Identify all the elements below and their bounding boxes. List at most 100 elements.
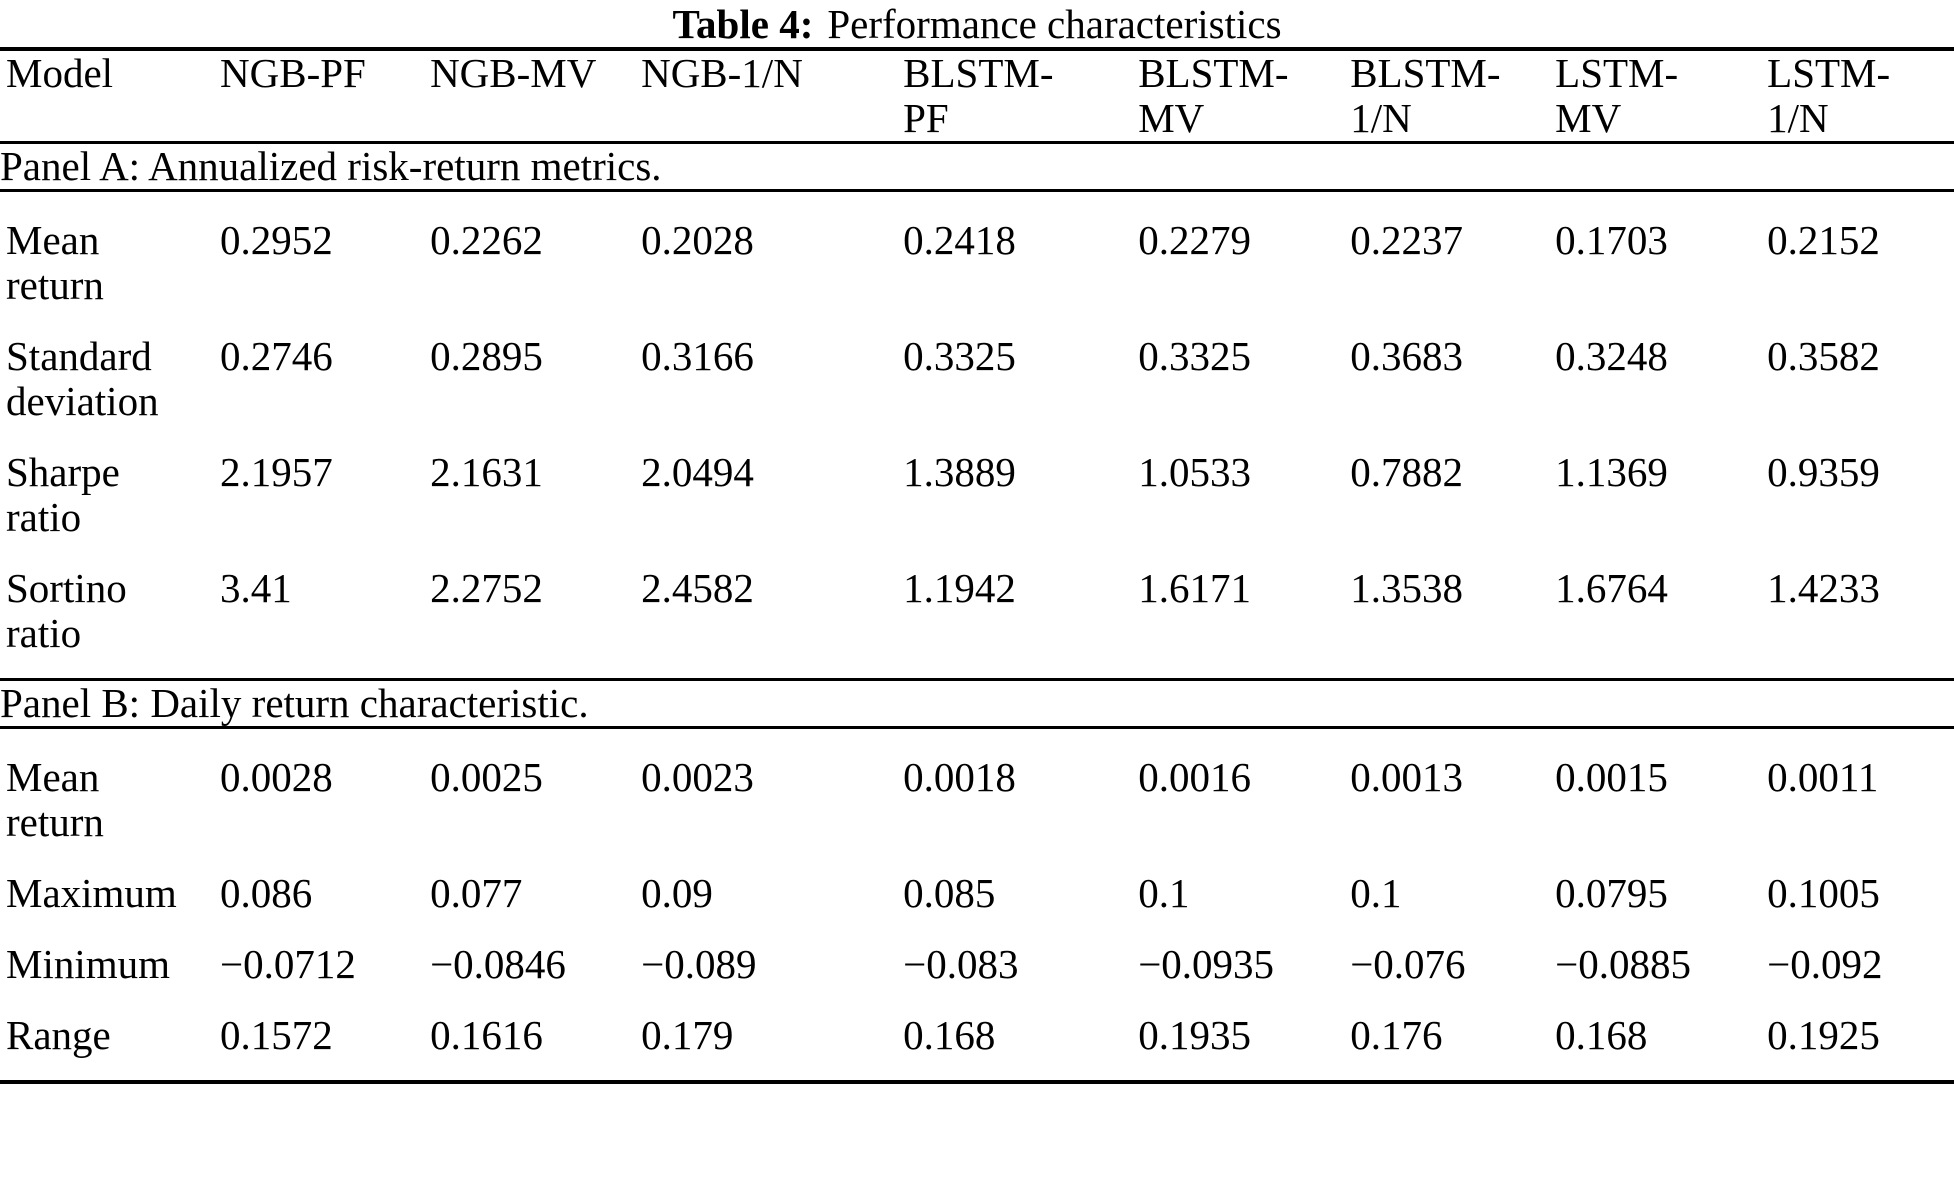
cell-value: −0.092 xyxy=(1767,941,1883,987)
table-row: Mean return 0.0028 0.0025 0.0023 0.0018 0.001… xyxy=(0,728,1954,846)
cell-value: 0.2418 xyxy=(903,217,1016,263)
table-row: Maximum 0.086 0.077 0.09 0.085 0.1 0.1 0.0795 0.… xyxy=(0,845,1954,916)
cell-value: 0.0795 xyxy=(1555,870,1668,916)
cell-value: 0.0015 xyxy=(1555,754,1668,800)
row-label: Sharpe ratio xyxy=(6,449,120,540)
cell-value: 0.168 xyxy=(1555,1012,1648,1058)
column-header: NGB-1/N xyxy=(641,50,803,96)
cell-value: 0.077 xyxy=(430,870,523,916)
cell-value: 2.0494 xyxy=(641,449,754,495)
cell-value: 0.1703 xyxy=(1555,217,1668,263)
cell-value: 0.1005 xyxy=(1767,870,1880,916)
cell-value: 0.3325 xyxy=(903,333,1016,379)
cell-value: 1.6171 xyxy=(1138,565,1251,611)
cell-value: 0.2952 xyxy=(220,217,333,263)
cell-value: 0.7882 xyxy=(1350,449,1463,495)
cell-value: 0.0025 xyxy=(430,754,543,800)
cell-value: −0.0935 xyxy=(1138,941,1275,987)
cell-value: 0.3248 xyxy=(1555,333,1668,379)
cell-value: 0.1935 xyxy=(1138,1012,1251,1058)
cell-value: 0.2895 xyxy=(430,333,543,379)
panel-heading-row: Panel B: Daily return characteristic. xyxy=(0,679,1954,728)
cell-value: 2.4582 xyxy=(641,565,754,611)
cell-value: −0.0712 xyxy=(220,941,356,987)
cell-value: 0.0016 xyxy=(1138,754,1251,800)
table-caption-title: Performance characteristics xyxy=(827,1,1282,47)
row-label: Mean return xyxy=(6,754,104,845)
cell-value: 0.2279 xyxy=(1138,217,1251,263)
cell-value: 0.9359 xyxy=(1767,449,1880,495)
row-label: Minimum xyxy=(6,941,171,987)
row-label: Sortino ratio xyxy=(6,565,127,656)
cell-value: −0.0846 xyxy=(430,941,566,987)
cell-value: 0.2028 xyxy=(641,217,754,263)
table-header: Model NGB-PF NGB-MV NGB-1/N BLSTM- PF BLSTM- … xyxy=(0,49,1954,143)
table-row: Sharpe ratio 2.1957 2.1631 2.0494 1.3889 1.05… xyxy=(0,424,1954,540)
column-header: BLSTM- PF xyxy=(903,50,1054,141)
cell-value: 0.168 xyxy=(903,1012,996,1058)
table-row: Mean return 0.2952 0.2262 0.2028 0.2418 0.227… xyxy=(0,191,1954,309)
cell-value: 0.1925 xyxy=(1767,1012,1880,1058)
cell-value: 0.3325 xyxy=(1138,333,1251,379)
cell-value: 2.1631 xyxy=(430,449,543,495)
panel-heading: Panel B: Daily return characteristic. xyxy=(0,680,589,726)
cell-value: 0.1 xyxy=(1350,870,1402,916)
table-row: Sortino ratio 3.41 2.2752 2.4582 1.1942 1.617… xyxy=(0,540,1954,680)
cell-value: 0.2237 xyxy=(1350,217,1463,263)
cell-value: 0.2152 xyxy=(1767,217,1880,263)
cell-value: 0.1572 xyxy=(220,1012,333,1058)
panel-heading-row: Panel A: Annualized risk-return metrics. xyxy=(0,143,1954,191)
cell-value: 0.3582 xyxy=(1767,333,1880,379)
row-label: Mean return xyxy=(6,217,104,308)
cell-value: 0.2262 xyxy=(430,217,543,263)
cell-value: 0.0023 xyxy=(641,754,754,800)
cell-value: 0.179 xyxy=(641,1012,734,1058)
cell-value: −0.076 xyxy=(1350,941,1466,987)
cell-value: 0.2746 xyxy=(220,333,333,379)
column-header: NGB-PF xyxy=(220,50,366,96)
performance-table: Model NGB-PF NGB-MV NGB-1/N BLSTM- PF BLSTM- … xyxy=(0,47,1954,1084)
table-row: Range 0.1572 0.1616 0.179 0.168 0.1935 0.176 0.… xyxy=(0,987,1954,1082)
cell-value: −0.089 xyxy=(641,941,757,987)
cell-value: 0.176 xyxy=(1350,1012,1443,1058)
cell-value: 0.0018 xyxy=(903,754,1016,800)
table-row: Standard deviation 0.2746 0.2895 0.3166 0.33… xyxy=(0,308,1954,424)
table-caption-number: Table 4: xyxy=(672,1,814,47)
row-label: Range xyxy=(6,1012,111,1058)
table-body: Panel A: Annualized risk-return metrics.… xyxy=(0,143,1954,1083)
cell-value: 0.1 xyxy=(1138,870,1190,916)
cell-value: 3.41 xyxy=(220,565,292,611)
cell-value: 0.09 xyxy=(641,870,713,916)
column-header: BLSTM- 1/N xyxy=(1350,50,1501,141)
row-label: Standard deviation xyxy=(6,333,159,424)
cell-value: 0.3683 xyxy=(1350,333,1463,379)
cell-value: 0.086 xyxy=(220,870,313,916)
cell-value: 1.1369 xyxy=(1555,449,1668,495)
table-caption: Table 4: Performance characteristics xyxy=(0,0,1954,47)
row-label: Maximum xyxy=(6,870,177,916)
cell-value: −0.0885 xyxy=(1555,941,1692,987)
column-header: LSTM- MV xyxy=(1555,50,1679,141)
column-header: LSTM- 1/N xyxy=(1767,50,1891,141)
column-header: NGB-MV xyxy=(430,50,597,96)
cell-value: 1.0533 xyxy=(1138,449,1251,495)
cell-value: 1.1942 xyxy=(903,565,1016,611)
cell-value: 2.2752 xyxy=(430,565,543,611)
cell-value: 0.1616 xyxy=(430,1012,543,1058)
cell-value: 1.6764 xyxy=(1555,565,1668,611)
cell-value: 2.1957 xyxy=(220,449,333,495)
cell-value: 1.3538 xyxy=(1350,565,1463,611)
cell-value: 0.3166 xyxy=(641,333,754,379)
cell-value: −0.083 xyxy=(903,941,1019,987)
table-row: Minimum −0.0712 −0.0846 −0.089 −0.083 −0.0935… xyxy=(0,916,1954,987)
column-header: Model xyxy=(6,50,114,96)
panel-heading: Panel A: Annualized risk-return metrics. xyxy=(0,143,662,189)
cell-value: 1.4233 xyxy=(1767,565,1880,611)
cell-value: 0.0013 xyxy=(1350,754,1463,800)
column-header: BLSTM- MV xyxy=(1138,50,1289,141)
cell-value: 1.3889 xyxy=(903,449,1016,495)
cell-value: 0.085 xyxy=(903,870,996,916)
cell-value: 0.0011 xyxy=(1767,754,1879,800)
header-row: Model NGB-PF NGB-MV NGB-1/N BLSTM- PF BLSTM- … xyxy=(0,49,1954,143)
